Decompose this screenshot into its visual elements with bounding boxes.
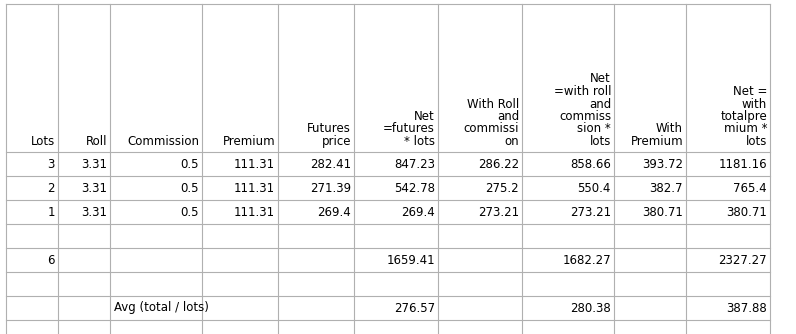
Text: 282.41: 282.41 xyxy=(310,158,351,170)
Text: Commission: Commission xyxy=(127,135,199,148)
Text: Net: Net xyxy=(591,72,611,86)
Text: 393.72: 393.72 xyxy=(642,158,683,170)
Text: 275.2: 275.2 xyxy=(486,181,519,194)
Text: sion *: sion * xyxy=(577,123,611,136)
Text: 380.71: 380.71 xyxy=(642,205,683,218)
Text: Avg (total / lots): Avg (total / lots) xyxy=(114,302,209,315)
Text: 286.22: 286.22 xyxy=(478,158,519,170)
Text: 6: 6 xyxy=(48,254,55,267)
Text: with: with xyxy=(742,98,767,111)
Text: 0.5: 0.5 xyxy=(181,158,199,170)
Text: 273.21: 273.21 xyxy=(478,205,519,218)
Text: and: and xyxy=(589,98,611,111)
Text: lots: lots xyxy=(590,135,611,148)
Text: 1682.27: 1682.27 xyxy=(563,254,611,267)
Text: on: on xyxy=(505,135,519,148)
Text: 1659.41: 1659.41 xyxy=(386,254,435,267)
Text: 269.4: 269.4 xyxy=(318,205,351,218)
Text: price: price xyxy=(322,135,351,148)
Text: mium *: mium * xyxy=(724,123,767,136)
Text: 3: 3 xyxy=(48,158,55,170)
Text: lots: lots xyxy=(746,135,767,148)
Text: Lots: Lots xyxy=(31,135,55,148)
Text: totalpre: totalpre xyxy=(720,110,767,123)
Text: 111.31: 111.31 xyxy=(234,181,275,194)
Text: 3.31: 3.31 xyxy=(81,205,107,218)
Text: 273.21: 273.21 xyxy=(570,205,611,218)
Text: 382.7: 382.7 xyxy=(650,181,683,194)
Text: Net =: Net = xyxy=(732,85,767,98)
Text: 2: 2 xyxy=(48,181,55,194)
Text: 380.71: 380.71 xyxy=(726,205,767,218)
Text: =futures: =futures xyxy=(383,123,435,136)
Text: Premium: Premium xyxy=(222,135,275,148)
Text: 0.5: 0.5 xyxy=(181,205,199,218)
Text: 858.66: 858.66 xyxy=(570,158,611,170)
Text: Premium: Premium xyxy=(630,135,683,148)
Text: With Roll: With Roll xyxy=(466,98,519,111)
Text: 387.88: 387.88 xyxy=(726,302,767,315)
Text: With: With xyxy=(656,123,683,136)
Text: 111.31: 111.31 xyxy=(234,205,275,218)
Text: 2327.27: 2327.27 xyxy=(718,254,767,267)
Text: 542.78: 542.78 xyxy=(394,181,435,194)
Text: Futures: Futures xyxy=(307,123,351,136)
Text: 0.5: 0.5 xyxy=(181,181,199,194)
Text: Roll: Roll xyxy=(85,135,107,148)
Text: commiss: commiss xyxy=(559,110,611,123)
Text: commissi: commissi xyxy=(463,123,519,136)
Text: 271.39: 271.39 xyxy=(310,181,351,194)
Text: =with roll: =with roll xyxy=(553,85,611,98)
Text: 550.4: 550.4 xyxy=(578,181,611,194)
Text: 847.23: 847.23 xyxy=(394,158,435,170)
Text: 269.4: 269.4 xyxy=(401,205,435,218)
Text: 1181.16: 1181.16 xyxy=(718,158,767,170)
Text: and: and xyxy=(497,110,519,123)
Text: 1: 1 xyxy=(48,205,55,218)
Text: 276.57: 276.57 xyxy=(394,302,435,315)
Text: 3.31: 3.31 xyxy=(81,181,107,194)
Text: Net: Net xyxy=(414,110,435,123)
Text: * lots: * lots xyxy=(404,135,435,148)
Text: 3.31: 3.31 xyxy=(81,158,107,170)
Text: 280.38: 280.38 xyxy=(570,302,611,315)
Text: 111.31: 111.31 xyxy=(234,158,275,170)
Text: 765.4: 765.4 xyxy=(733,181,767,194)
